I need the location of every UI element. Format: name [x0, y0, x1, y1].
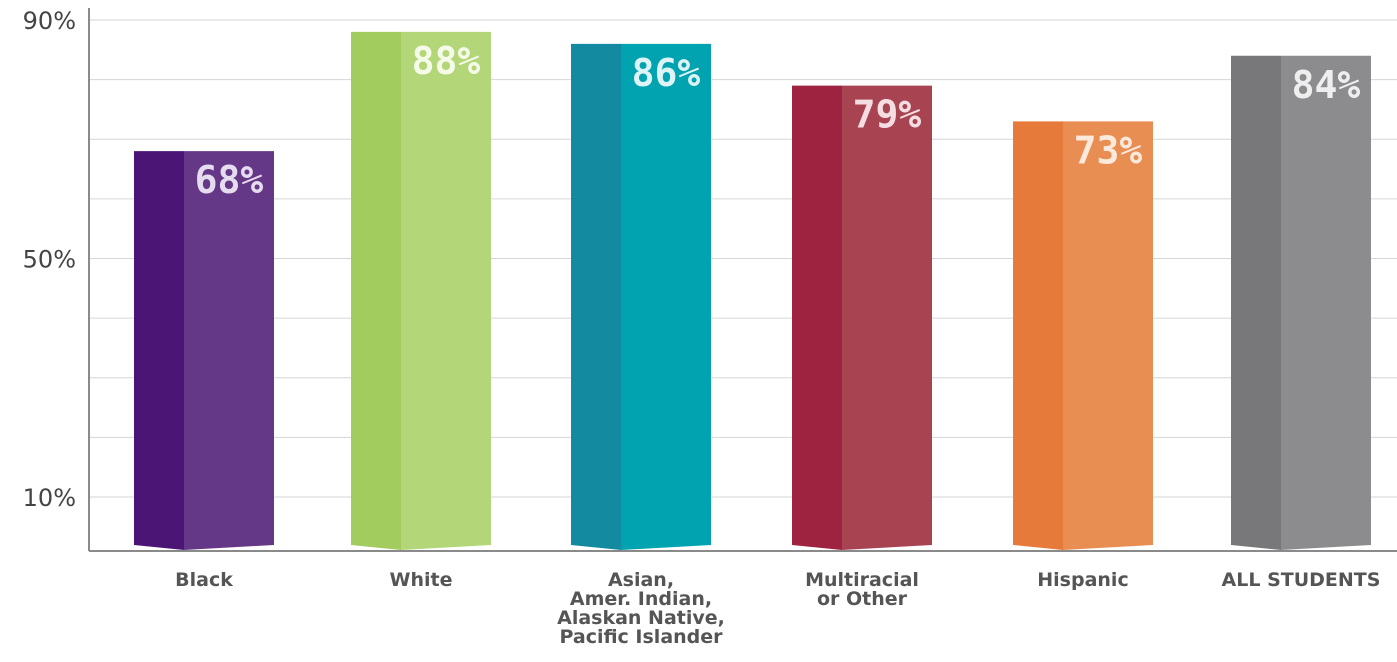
bar-side-face	[351, 31, 401, 551]
bar: 79%	[792, 85, 932, 551]
bar: 68%	[134, 151, 274, 551]
y-tick-label: 10%	[23, 484, 76, 512]
bar: 86%	[571, 43, 711, 550]
bar-front-face	[1063, 121, 1153, 551]
category-label: ALL STUDENTS	[1222, 569, 1381, 591]
bars: 68% 88% 86% 79% 73% 84%	[134, 31, 1371, 551]
bar-side-face	[1013, 121, 1063, 551]
bar-value-label: 68%	[195, 158, 264, 202]
category-label: White	[390, 569, 453, 591]
gridlines	[89, 19, 1397, 498]
y-tick-label: 90%	[23, 7, 76, 35]
bar-value-label: 86%	[632, 51, 701, 95]
bar-front-face	[184, 151, 274, 551]
bar-front-face	[621, 43, 711, 550]
bar: 88%	[351, 31, 491, 551]
bar-value-label: 88%	[412, 39, 481, 83]
y-axis: 10% 50% 90%	[23, 7, 1397, 552]
bar: 73%	[1013, 121, 1153, 551]
bar-value-label: 84%	[1292, 63, 1361, 107]
bar-side-face	[134, 151, 184, 551]
x-axis-labels: Black White Asian, Amer. Indian, Alaskan Nat…	[175, 569, 1380, 648]
bar-side-face	[1231, 55, 1281, 551]
bar-front-face	[401, 31, 491, 551]
bar-side-face	[792, 85, 842, 551]
category-label: Multiracial or Other	[805, 569, 919, 610]
bar-front-face	[842, 85, 932, 551]
bar: 84%	[1231, 55, 1371, 551]
bar-front-face	[1281, 55, 1371, 551]
category-label: Hispanic	[1037, 569, 1128, 591]
bar-value-label: 73%	[1074, 128, 1143, 172]
category-label: Black	[175, 569, 233, 591]
category-label: Asian, Amer. Indian, Alaskan Native, Pacifi…	[557, 569, 725, 648]
bar-side-face	[571, 43, 621, 550]
y-tick-label: 50%	[23, 246, 76, 274]
bar-value-label: 79%	[853, 93, 922, 137]
